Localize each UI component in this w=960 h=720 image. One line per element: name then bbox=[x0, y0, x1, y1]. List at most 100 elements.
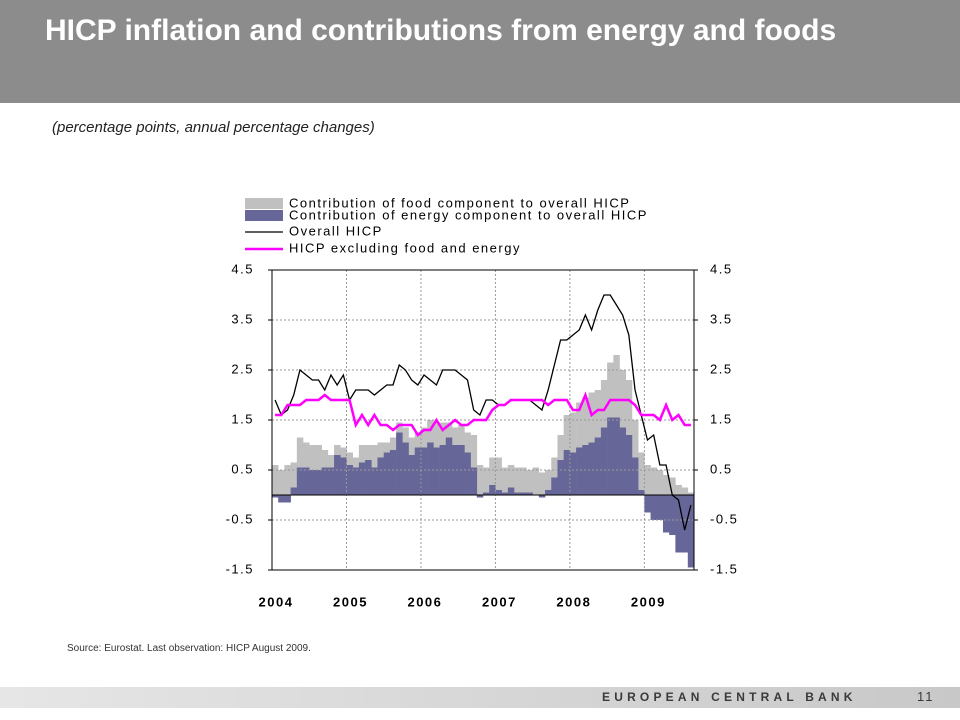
bar bbox=[402, 442, 409, 495]
bar bbox=[433, 447, 440, 495]
bar bbox=[420, 447, 428, 495]
bar bbox=[600, 380, 608, 428]
header-band bbox=[0, 0, 960, 103]
bar bbox=[371, 467, 378, 495]
bar bbox=[303, 442, 310, 468]
bar bbox=[582, 397, 589, 445]
bar bbox=[420, 427, 428, 448]
bar bbox=[607, 362, 614, 418]
bar bbox=[464, 452, 471, 495]
bar bbox=[296, 437, 304, 468]
bar bbox=[644, 465, 651, 495]
page-number: 11 bbox=[917, 689, 935, 704]
bar bbox=[290, 462, 298, 488]
bar bbox=[445, 437, 453, 495]
bar bbox=[514, 467, 521, 493]
bar bbox=[408, 455, 416, 495]
bar bbox=[451, 445, 459, 495]
bar bbox=[470, 467, 478, 495]
bar bbox=[327, 455, 335, 468]
bar bbox=[545, 490, 552, 495]
bar bbox=[669, 495, 676, 535]
bar bbox=[588, 442, 596, 495]
legend-label: HICP excluding food and energy bbox=[289, 240, 521, 255]
y2-tick-label: 2.5 bbox=[710, 361, 733, 376]
chart: -1.5 -0.5 0.5 1.5 2.5 3.5 4.5 -1.5 -0.5 0.5 1.5 2.5… bbox=[226, 195, 738, 609]
bar bbox=[334, 445, 341, 455]
x-tick-label: 2005 bbox=[333, 594, 368, 609]
bar bbox=[613, 417, 620, 495]
bar bbox=[389, 450, 397, 495]
bar bbox=[327, 467, 335, 495]
bar bbox=[272, 465, 279, 495]
bar bbox=[675, 495, 682, 553]
bar bbox=[321, 467, 329, 495]
bar bbox=[483, 467, 490, 493]
y-tick-label: 2.5 bbox=[231, 361, 254, 376]
bar bbox=[377, 442, 385, 458]
footer-band bbox=[0, 687, 960, 708]
bar bbox=[427, 442, 434, 495]
bar bbox=[483, 492, 490, 495]
bar bbox=[396, 432, 403, 495]
bar bbox=[681, 487, 689, 495]
y2-tick-label: 1.5 bbox=[710, 411, 733, 426]
bar bbox=[352, 467, 360, 495]
bar bbox=[358, 445, 366, 463]
bar bbox=[576, 447, 583, 495]
bar bbox=[656, 470, 664, 495]
y-tick-label: 3.5 bbox=[231, 311, 254, 326]
bar bbox=[563, 450, 571, 495]
bar bbox=[501, 467, 509, 493]
bar bbox=[278, 495, 285, 503]
bar bbox=[272, 495, 279, 498]
bar bbox=[650, 467, 658, 495]
bar bbox=[557, 435, 564, 460]
bar bbox=[439, 445, 447, 495]
bar bbox=[563, 415, 571, 450]
bar bbox=[290, 487, 298, 495]
bar bbox=[358, 462, 366, 495]
bar bbox=[340, 457, 347, 495]
bar bbox=[625, 435, 633, 495]
line-series bbox=[274, 294, 692, 531]
bar bbox=[687, 495, 695, 568]
bar bbox=[625, 380, 633, 435]
bar bbox=[402, 427, 409, 443]
bar bbox=[303, 467, 310, 495]
bar bbox=[514, 492, 521, 495]
bar bbox=[638, 452, 645, 490]
bar bbox=[507, 465, 515, 488]
bar bbox=[315, 470, 322, 495]
bar bbox=[526, 492, 533, 495]
bar bbox=[383, 452, 391, 495]
bar bbox=[470, 435, 478, 468]
bar bbox=[631, 457, 639, 495]
bar bbox=[495, 457, 502, 490]
bar bbox=[650, 495, 658, 520]
bar bbox=[545, 470, 552, 490]
bar bbox=[433, 422, 440, 448]
y2-tick-label: 0.5 bbox=[710, 461, 733, 476]
legend-swatch bbox=[245, 198, 283, 209]
bar bbox=[675, 485, 682, 495]
bar bbox=[569, 452, 577, 495]
bar bbox=[334, 455, 341, 495]
x-tick-label: 2009 bbox=[631, 594, 666, 609]
y-tick-label: -0.5 bbox=[226, 511, 254, 526]
bar bbox=[309, 470, 316, 495]
bar bbox=[458, 425, 465, 445]
bar bbox=[396, 422, 403, 433]
y-tick-label: 4.5 bbox=[231, 261, 254, 276]
bar bbox=[644, 495, 651, 513]
source-note: Source: Eurostat. Last observation: HICP… bbox=[67, 643, 311, 654]
bar bbox=[365, 460, 372, 495]
slide-title: HICP inflation and contributions from en… bbox=[45, 14, 837, 47]
bar bbox=[507, 487, 515, 495]
bar bbox=[476, 495, 484, 498]
y-tick-label: 1.5 bbox=[231, 411, 254, 426]
bar bbox=[476, 465, 484, 495]
bar bbox=[383, 442, 391, 453]
bar bbox=[501, 492, 509, 495]
y2-tick-label: -1.5 bbox=[710, 561, 738, 576]
